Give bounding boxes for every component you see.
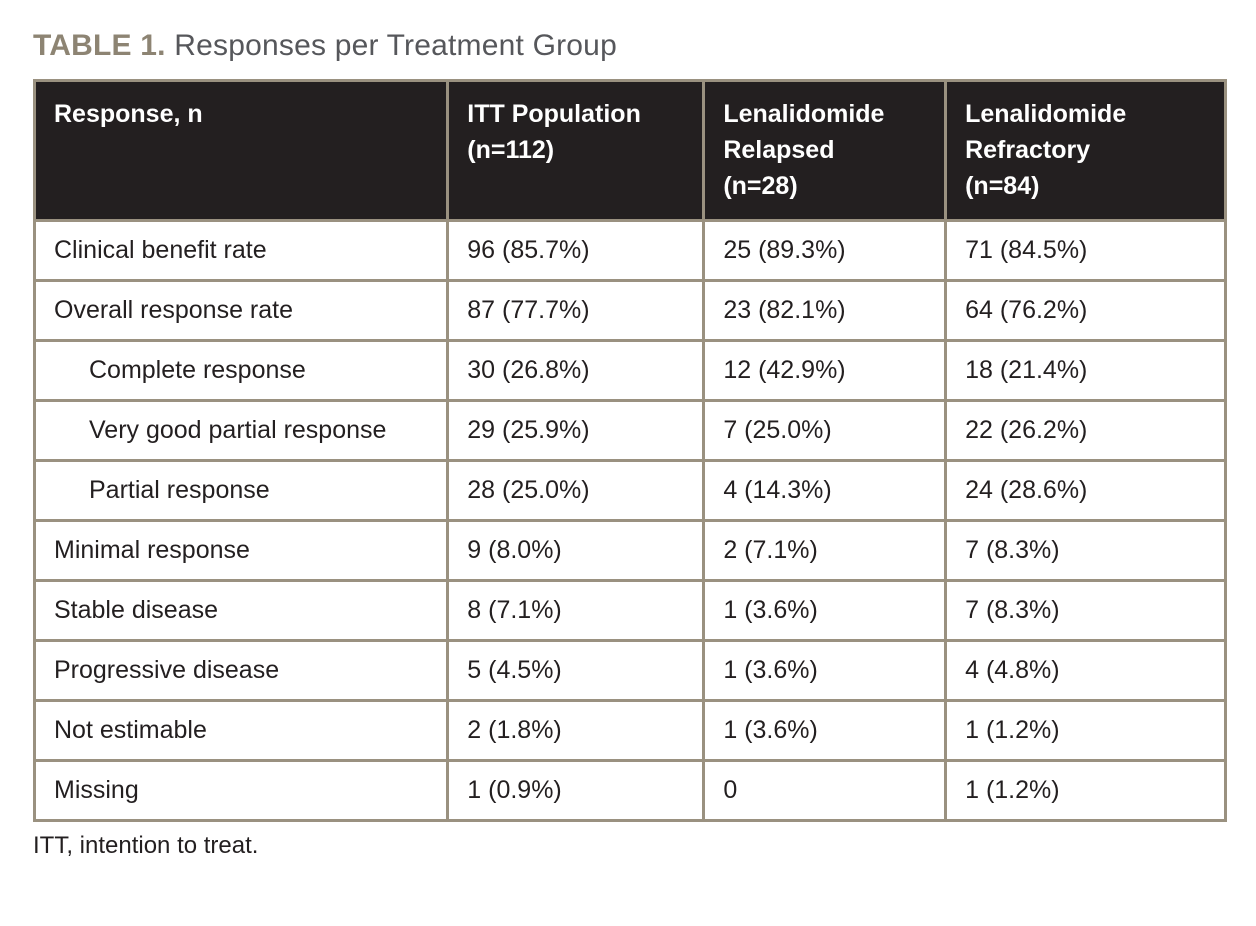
cell-value: 7 (25.0%) — [702, 399, 948, 462]
cell-value: 1 (1.2%) — [944, 699, 1227, 762]
row-label: Missing — [32, 759, 450, 822]
cell-value: 30 (26.8%) — [446, 339, 706, 402]
row-label: Partial response — [32, 459, 450, 522]
header-line: (n=112) — [467, 136, 555, 164]
header-row: Response, n ITT Population (n=112) Lenal… — [32, 79, 1227, 222]
row-label: Minimal response — [32, 519, 450, 582]
cell-value: 28 (25.0%) — [446, 459, 706, 522]
cell-value: 96 (85.7%) — [446, 219, 706, 282]
row-label: Progressive disease — [32, 639, 450, 702]
table-number-label: TABLE 1. — [33, 29, 166, 62]
cell-value: 71 (84.5%) — [944, 219, 1227, 282]
table-row: Complete response 30 (26.8%) 12 (42.9%) … — [32, 339, 1227, 402]
cell-value: 12 (42.9%) — [702, 339, 948, 402]
table-footnote: ITT, intention to treat. — [33, 832, 259, 859]
header-line: Relapsed — [723, 136, 835, 164]
table-row: Minimal response 9 (8.0%) 2 (7.1%) 7 (8.… — [32, 519, 1227, 582]
cell-value: 25 (89.3%) — [702, 219, 948, 282]
table-title: TABLE 1. Responses per Treatment Group — [33, 28, 1227, 64]
header-line: (n=84) — [965, 172, 1040, 200]
cell-value: 1 (1.2%) — [944, 759, 1227, 822]
column-header-lenalidomide-relapsed: Lenalidomide Relapsed (n=28) — [702, 79, 948, 222]
row-label: Stable disease — [32, 579, 450, 642]
column-header-lenalidomide-refractory: Lenalidomide Refractory (n=84) — [944, 79, 1227, 222]
header-line: ITT Population — [467, 100, 641, 128]
table-row: Clinical benefit rate 96 (85.7%) 25 (89.… — [32, 219, 1227, 282]
cell-value: 1 (0.9%) — [446, 759, 706, 822]
row-label: Clinical benefit rate — [32, 219, 450, 282]
header-line: Lenalidomide — [723, 100, 885, 128]
cell-value: 2 (1.8%) — [446, 699, 706, 762]
cell-value: 5 (4.5%) — [446, 639, 706, 702]
table-row: Partial response 28 (25.0%) 4 (14.3%) 24… — [32, 459, 1227, 522]
column-header-response: Response, n — [32, 79, 450, 222]
header-line: Refractory — [965, 136, 1091, 164]
cell-value: 23 (82.1%) — [702, 279, 948, 342]
cell-value: 87 (77.7%) — [446, 279, 706, 342]
cell-value: 0 — [702, 759, 948, 822]
cell-value: 4 (4.8%) — [944, 639, 1227, 702]
table-title-text: Responses per Treatment Group — [174, 29, 617, 62]
cell-value: 4 (14.3%) — [702, 459, 948, 522]
header-line: (n=28) — [723, 172, 798, 200]
cell-value: 18 (21.4%) — [944, 339, 1227, 402]
table-row: Stable disease 8 (7.1%) 1 (3.6%) 7 (8.3%… — [32, 579, 1227, 642]
row-label: Not estimable — [32, 699, 450, 762]
table-row: Overall response rate 87 (77.7%) 23 (82.… — [32, 279, 1227, 342]
cell-value: 1 (3.6%) — [702, 699, 948, 762]
table-body: Clinical benefit rate 96 (85.7%) 25 (89.… — [32, 219, 1227, 822]
cell-value: 24 (28.6%) — [944, 459, 1227, 522]
cell-value: 1 (3.6%) — [702, 579, 948, 642]
column-header-itt-population: ITT Population (n=112) — [446, 79, 706, 222]
header-line: Lenalidomide — [965, 100, 1127, 128]
table-header: Response, n ITT Population (n=112) Lenal… — [32, 79, 1227, 222]
cell-value: 22 (26.2%) — [944, 399, 1227, 462]
cell-value: 7 (8.3%) — [944, 579, 1227, 642]
cell-value: 8 (7.1%) — [446, 579, 706, 642]
row-label: Very good partial response — [32, 399, 450, 462]
header-line: Response, n — [54, 100, 203, 128]
table-row: Very good partial response 29 (25.9%) 7 … — [32, 399, 1227, 462]
row-label: Complete response — [32, 339, 450, 402]
table-row: Not estimable 2 (1.8%) 1 (3.6%) 1 (1.2%) — [32, 699, 1227, 762]
row-label: Overall response rate — [32, 279, 450, 342]
cell-value: 29 (25.9%) — [446, 399, 706, 462]
table-row: Progressive disease 5 (4.5%) 1 (3.6%) 4 … — [32, 639, 1227, 702]
table-row: Missing 1 (0.9%) 0 1 (1.2%) — [32, 759, 1227, 822]
cell-value: 9 (8.0%) — [446, 519, 706, 582]
cell-value: 2 (7.1%) — [702, 519, 948, 582]
cell-value: 64 (76.2%) — [944, 279, 1227, 342]
responses-table: Response, n ITT Population (n=112) Lenal… — [32, 79, 1227, 822]
cell-value: 7 (8.3%) — [944, 519, 1227, 582]
cell-value: 1 (3.6%) — [702, 639, 948, 702]
